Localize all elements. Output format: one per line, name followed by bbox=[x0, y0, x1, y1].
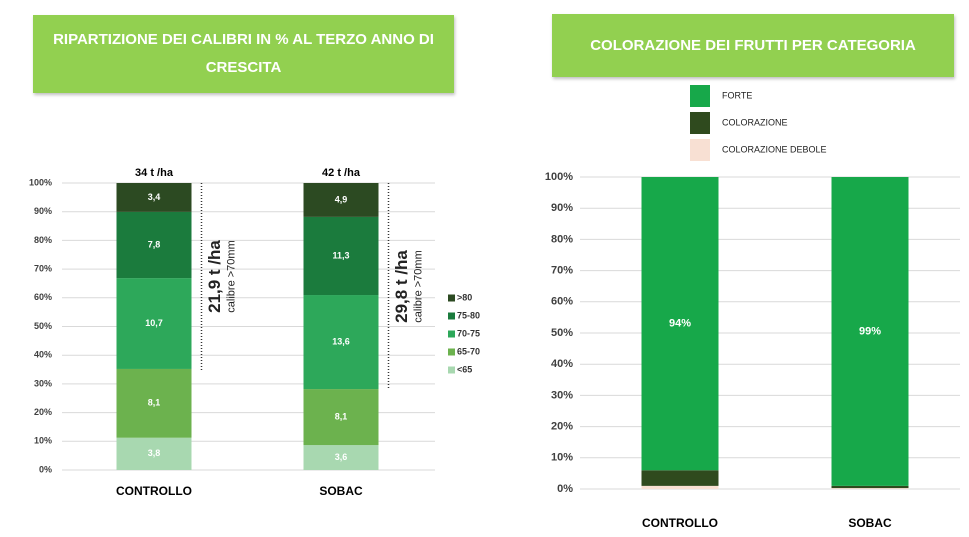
legend-swatch bbox=[690, 85, 710, 107]
x-tick-label: SOBAC bbox=[319, 484, 363, 498]
bar-segment bbox=[116, 183, 192, 212]
y-tick-label: 10% bbox=[34, 436, 52, 446]
bar-segment bbox=[303, 183, 379, 217]
data-label: 8,1 bbox=[335, 411, 348, 421]
bracket-label: 29,8 t /ha bbox=[392, 250, 411, 323]
data-label: 7,8 bbox=[148, 239, 161, 249]
bracket-sublabel: calibre >70mm bbox=[412, 250, 424, 322]
bar-segment bbox=[303, 216, 379, 296]
data-label: 94% bbox=[669, 318, 691, 330]
legend-swatch bbox=[448, 366, 455, 374]
bar-segment bbox=[303, 445, 379, 470]
y-tick-label: 100% bbox=[29, 177, 52, 187]
bar-segment bbox=[116, 437, 192, 470]
x-tick-label: SOBAC bbox=[848, 516, 892, 530]
bar-segment bbox=[831, 485, 909, 489]
bar-segment bbox=[116, 278, 192, 369]
legend-swatch bbox=[690, 139, 710, 161]
bar-segment bbox=[831, 177, 909, 486]
data-label: 3,6 bbox=[335, 452, 348, 462]
y-tick-label: 90% bbox=[551, 202, 573, 214]
y-tick-label: 70% bbox=[551, 265, 573, 277]
y-tick-label: 60% bbox=[34, 292, 52, 302]
y-tick-label: 20% bbox=[34, 407, 52, 417]
bar-segment bbox=[641, 177, 719, 471]
y-tick-label: 0% bbox=[557, 483, 573, 495]
y-tick-label: 90% bbox=[34, 206, 52, 216]
bar-segment bbox=[641, 485, 719, 489]
data-label: 3,8 bbox=[148, 448, 161, 458]
legend-label: >80 bbox=[457, 292, 472, 302]
legend-swatch bbox=[448, 294, 455, 302]
y-tick-label: 0% bbox=[39, 464, 52, 474]
chart-title: RIPARTIZIONE DEI CALIBRI IN % AL TERZO A… bbox=[33, 15, 454, 93]
legend-label: FORTE bbox=[722, 90, 752, 100]
legend-label: <65 bbox=[457, 364, 472, 374]
data-label: 99% bbox=[859, 325, 881, 337]
y-tick-label: 30% bbox=[34, 378, 52, 388]
y-tick-label: 50% bbox=[34, 321, 52, 331]
y-tick-label: 40% bbox=[551, 358, 573, 370]
legend-label: COLORAZIONE bbox=[722, 117, 788, 127]
bar-segment bbox=[116, 211, 192, 279]
bar-segment bbox=[303, 389, 379, 446]
y-tick-label: 80% bbox=[34, 235, 52, 245]
legend-swatch bbox=[448, 312, 455, 320]
bracket-label: 21,9 t /ha bbox=[205, 240, 224, 313]
bracket-sublabel: calibre >70mm bbox=[225, 240, 237, 312]
data-label: 11,3 bbox=[332, 250, 349, 260]
bar-segment bbox=[641, 470, 719, 486]
bar-segment bbox=[116, 368, 192, 438]
y-tick-label: 100% bbox=[545, 171, 573, 183]
data-label: 8,1 bbox=[148, 398, 161, 408]
y-tick-label: 20% bbox=[551, 421, 573, 433]
total-label: 42 t /ha bbox=[322, 167, 361, 179]
legend-label: 70-75 bbox=[457, 328, 480, 338]
y-tick-label: 80% bbox=[551, 233, 573, 245]
bar-segment bbox=[303, 295, 379, 390]
data-label: 10,7 bbox=[145, 318, 163, 328]
legend-swatch bbox=[448, 330, 455, 338]
y-tick-label: 50% bbox=[551, 327, 573, 339]
y-tick-label: 60% bbox=[551, 296, 573, 308]
chart-title: COLORAZIONE DEI FRUTTI PER CATEGORIA bbox=[552, 14, 954, 77]
data-label: 3,4 bbox=[148, 192, 161, 202]
legend-label: 65-70 bbox=[457, 346, 480, 356]
y-tick-label: 30% bbox=[551, 389, 573, 401]
legend-label: COLORAZIONE DEBOLE bbox=[722, 144, 827, 154]
x-tick-label: CONTROLLO bbox=[642, 516, 718, 530]
bar-segment bbox=[831, 488, 909, 489]
x-tick-label: CONTROLLO bbox=[116, 484, 192, 498]
data-label: 13,6 bbox=[332, 336, 350, 346]
y-tick-label: 70% bbox=[34, 263, 52, 273]
y-tick-label: 40% bbox=[34, 350, 52, 360]
legend-label: 75-80 bbox=[457, 310, 480, 320]
legend-swatch bbox=[690, 112, 710, 134]
data-label: 4,9 bbox=[335, 194, 348, 204]
total-label: 34 t /ha bbox=[135, 167, 174, 179]
y-tick-label: 10% bbox=[551, 452, 573, 464]
legend-swatch bbox=[448, 348, 455, 356]
